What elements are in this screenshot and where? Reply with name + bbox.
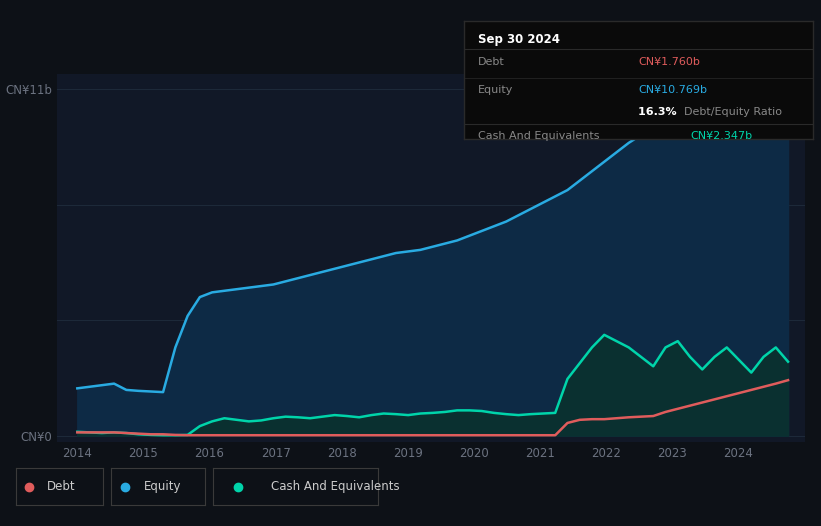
- Text: 16.3%: 16.3%: [639, 107, 681, 117]
- Text: Cash And Equivalents: Cash And Equivalents: [271, 480, 400, 493]
- Text: CN¥2.347b: CN¥2.347b: [690, 131, 753, 141]
- Text: Equity: Equity: [144, 480, 181, 493]
- Text: CN¥1.760b: CN¥1.760b: [639, 57, 700, 67]
- Text: Debt/Equity Ratio: Debt/Equity Ratio: [684, 107, 782, 117]
- Text: Equity: Equity: [478, 85, 513, 95]
- Text: Debt: Debt: [478, 57, 505, 67]
- Text: Cash And Equivalents: Cash And Equivalents: [478, 131, 599, 141]
- Text: Debt: Debt: [47, 480, 76, 493]
- Text: Sep 30 2024: Sep 30 2024: [478, 33, 560, 46]
- Text: CN¥10.769b: CN¥10.769b: [639, 85, 708, 95]
